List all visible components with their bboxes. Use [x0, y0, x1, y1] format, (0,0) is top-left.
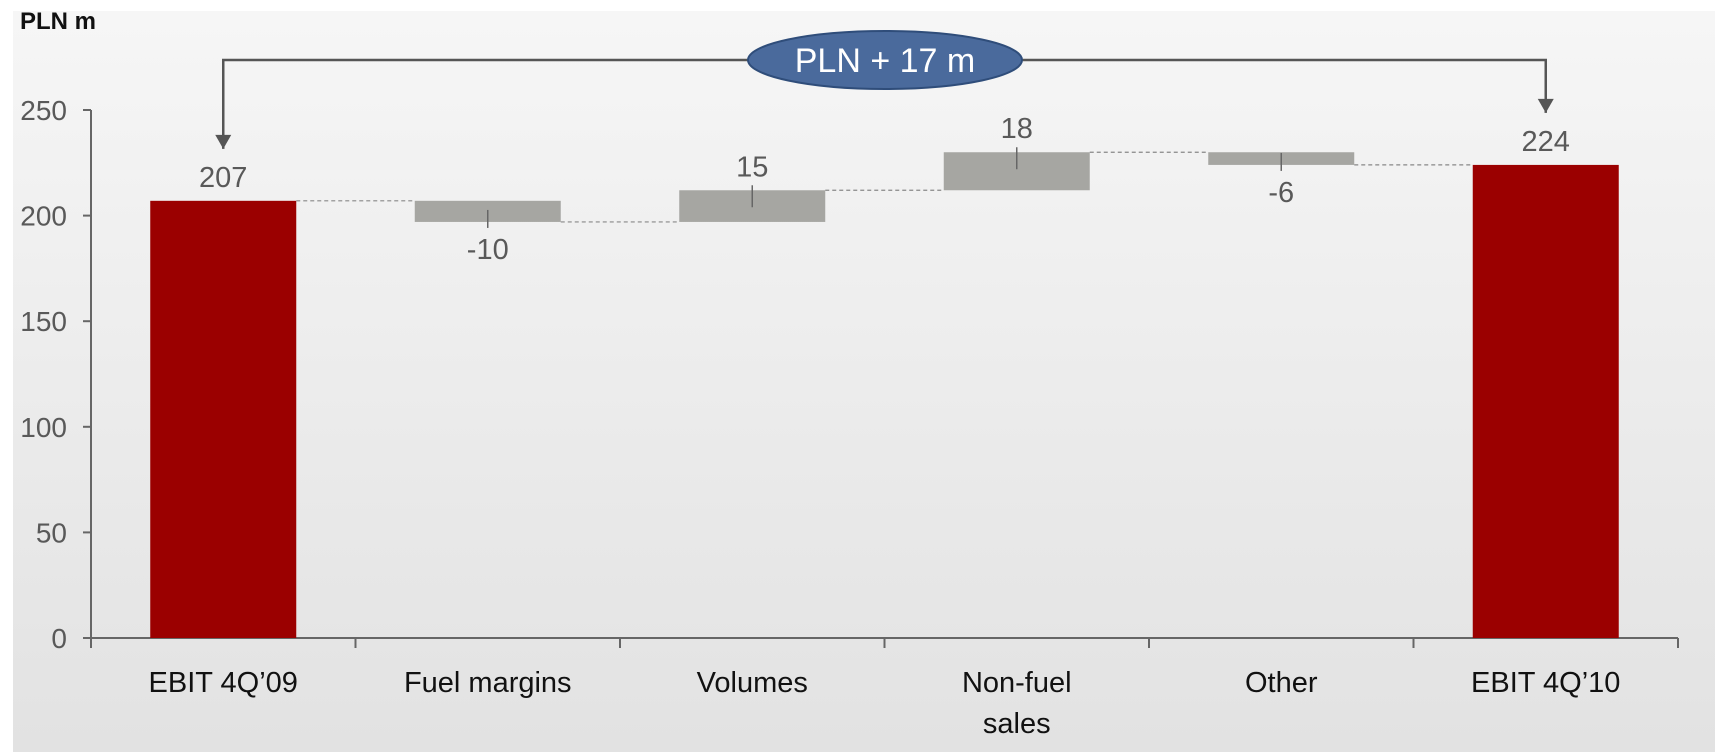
- unit-label: PLN m: [20, 8, 97, 35]
- callout-bubble: [747, 30, 1023, 90]
- x-category-label: Fuel margins: [404, 667, 572, 699]
- bar-0: [150, 200, 297, 639]
- y-tick-label: 150: [20, 306, 67, 337]
- y-tick-label: 200: [20, 201, 67, 232]
- chart-panel: [13, 11, 1715, 752]
- data-label: 224: [1522, 126, 1570, 158]
- bar-5: [1472, 164, 1619, 639]
- x-category-label: Other: [1245, 667, 1318, 699]
- data-label: 18: [1001, 113, 1033, 145]
- y-tick-label: 100: [20, 412, 67, 443]
- y-tick-label: 250: [20, 95, 67, 126]
- y-tick-label: 50: [36, 517, 67, 548]
- x-category-label: EBIT 4Q’10: [1471, 667, 1620, 699]
- arrow-head-left: [215, 134, 232, 149]
- data-label: -6: [1268, 177, 1294, 209]
- x-category-label: Non-fuel sales: [962, 667, 1072, 740]
- data-label: 207: [199, 162, 247, 194]
- data-label: 15: [736, 151, 768, 183]
- callout-text: PLN + 17 m: [795, 42, 975, 80]
- x-category-label: Volumes: [697, 667, 808, 699]
- y-tick-label: 0: [51, 623, 67, 654]
- arrow-head-right: [1537, 98, 1554, 113]
- x-category-label: EBIT 4Q’09: [149, 667, 298, 699]
- data-label: -10: [467, 234, 509, 266]
